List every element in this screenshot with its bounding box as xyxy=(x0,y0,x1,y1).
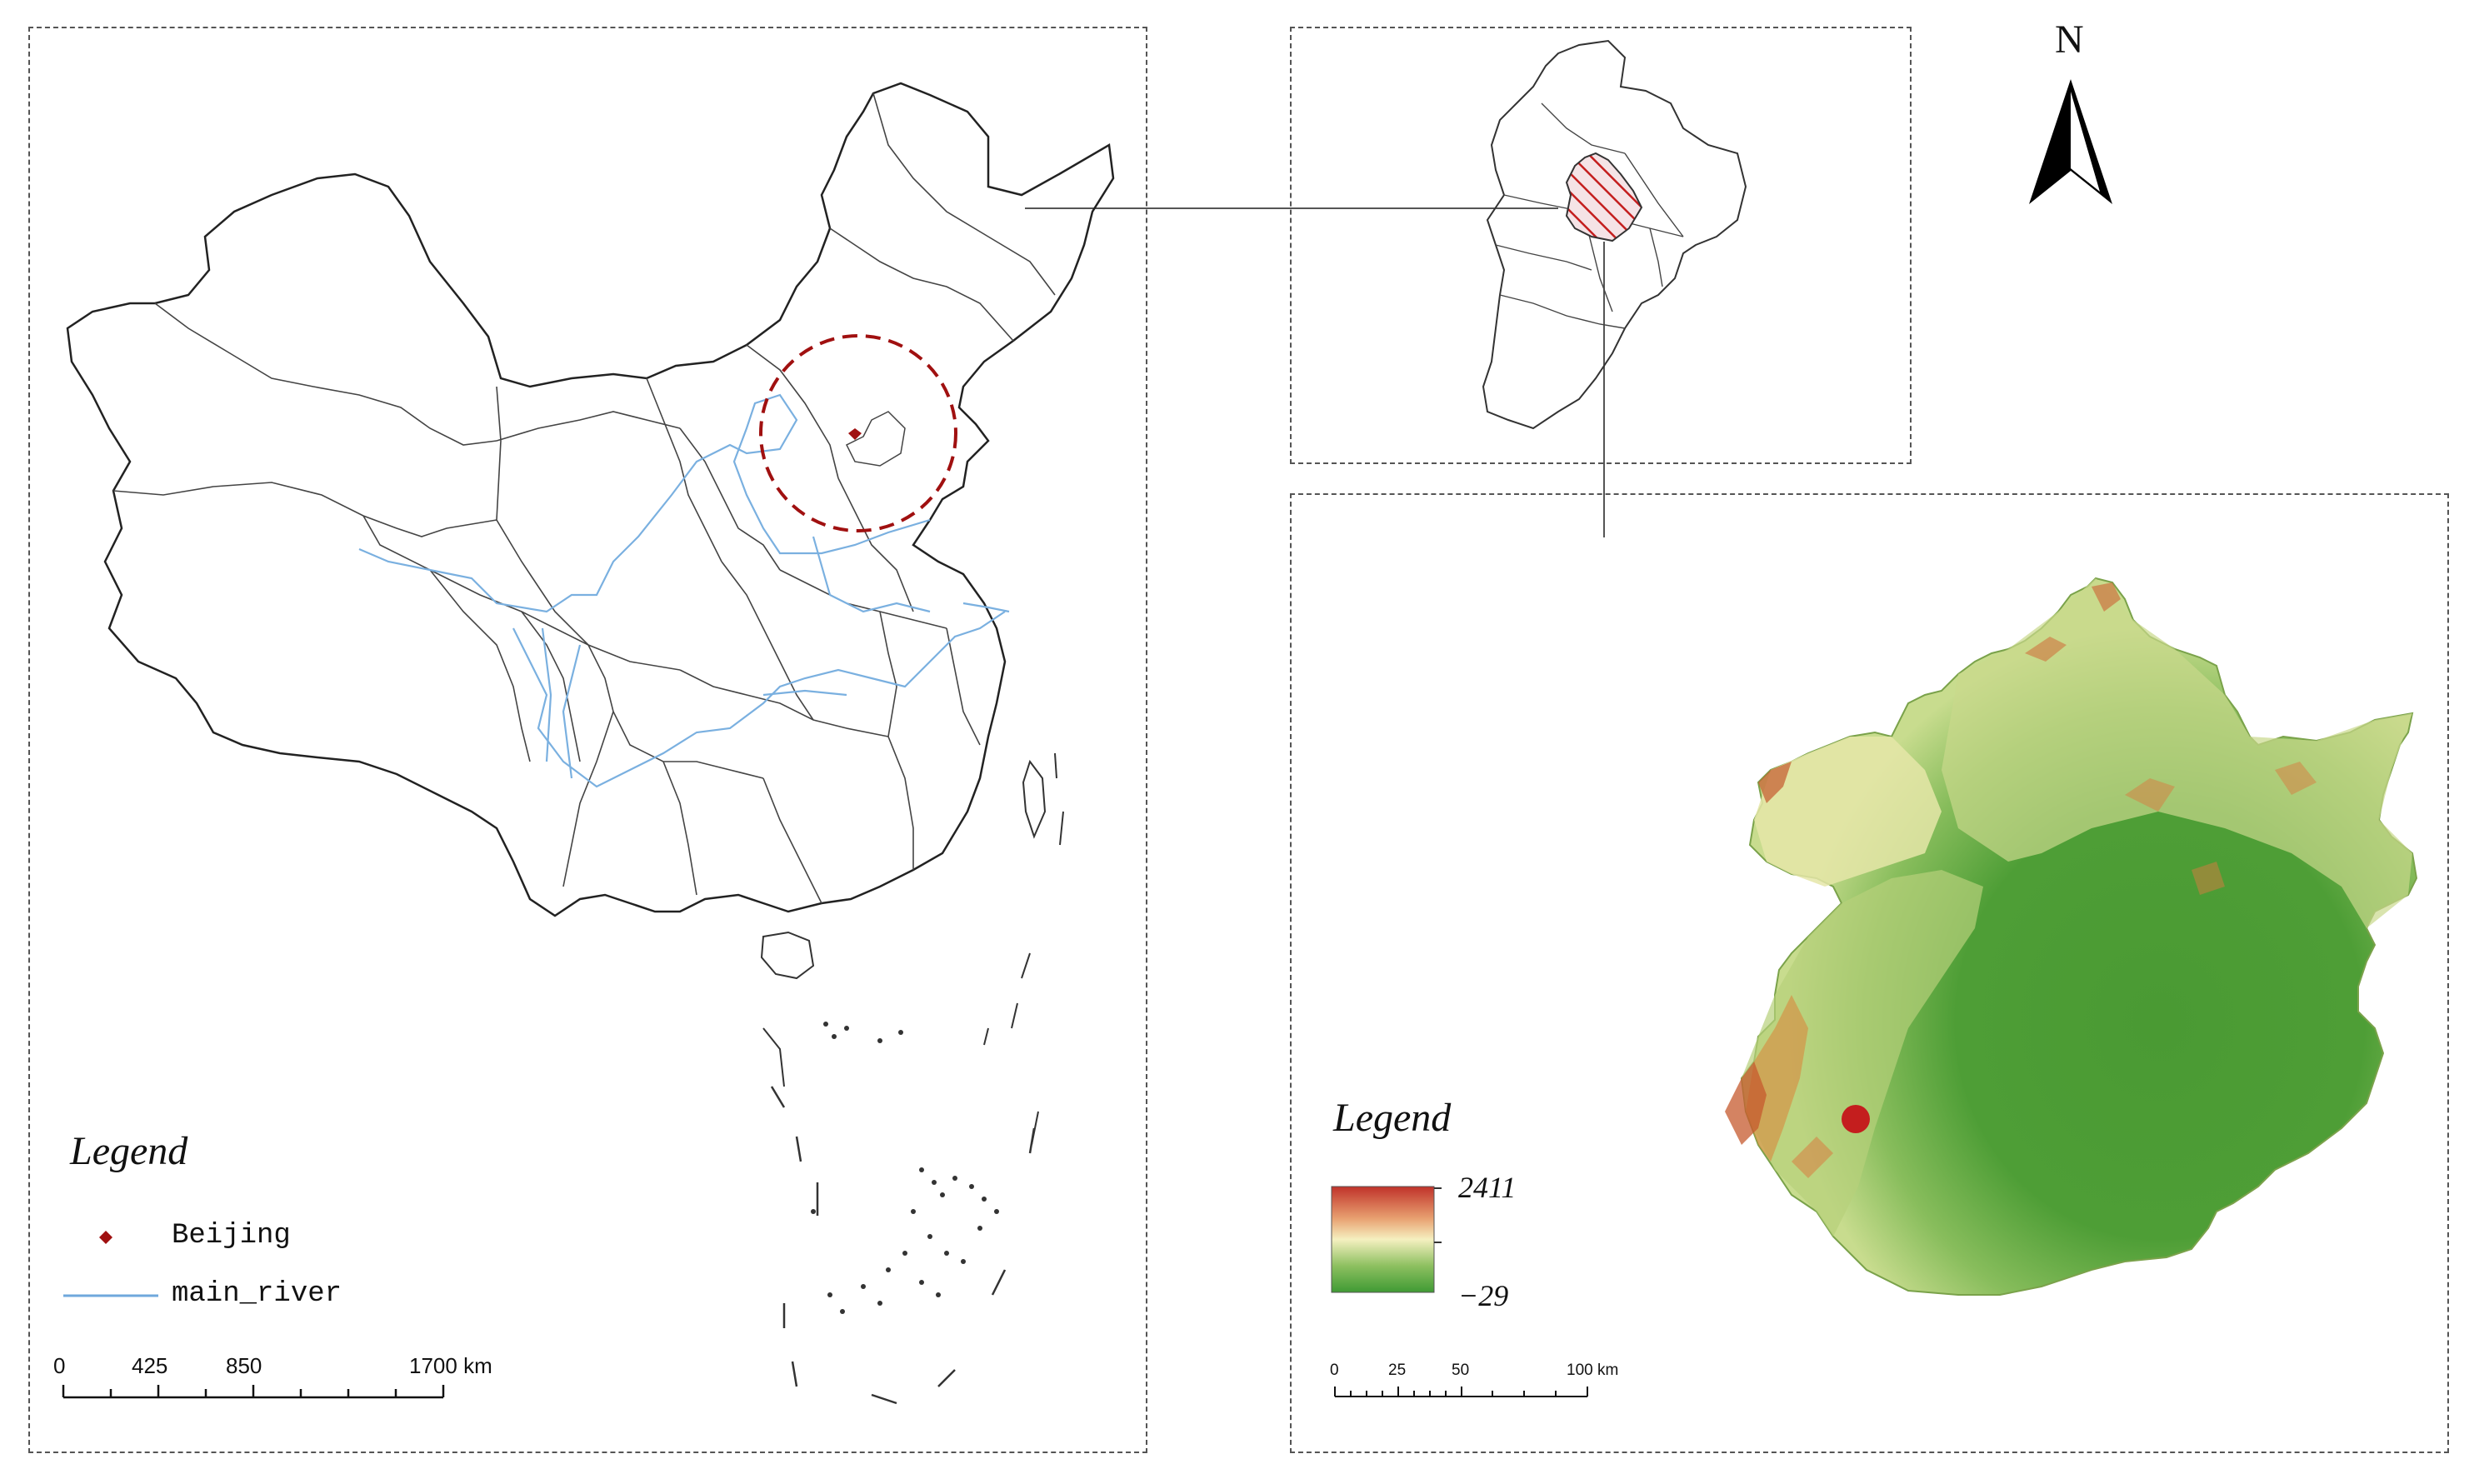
jjj-region-outline xyxy=(845,411,906,467)
north-label: N xyxy=(2055,17,2084,62)
beijing-scale-tick-50: 50 xyxy=(1452,1362,1470,1379)
yellow-river xyxy=(358,393,931,613)
china-scale-tick-1700: 1700 km xyxy=(409,1353,492,1378)
study-site-marker xyxy=(1842,1105,1870,1133)
china-scale-tick-850: 850 xyxy=(226,1353,262,1378)
jjj-region-panel xyxy=(1290,27,1912,464)
china-scale-tick-425: 425 xyxy=(132,1353,168,1378)
beijing-elevation-map xyxy=(1331,577,2418,1397)
yangtze-river xyxy=(512,611,1006,788)
china-scale-tick-0: 0 xyxy=(53,1353,66,1378)
province-boundaries xyxy=(112,92,1056,904)
beijing-legend-title: Legend xyxy=(1333,1096,1452,1140)
beijing-point-marker xyxy=(848,428,862,440)
north-arrow-icon xyxy=(2029,79,2112,204)
beijing-region-highlight-circle xyxy=(759,334,957,532)
jjj-region-outline xyxy=(1482,39,1747,430)
beijing-scale-tick-0: 0 xyxy=(1330,1362,1339,1379)
beijing-hatched-area xyxy=(1565,152,1643,242)
beijing-scale-tick-100: 100 km xyxy=(1567,1362,1619,1379)
china-map xyxy=(62,82,1115,1405)
beijing-elevation-panel: Legend 2411 −29 0 25 50 100 km xyxy=(1290,493,2449,1453)
china-scale-bar xyxy=(62,1385,445,1399)
legend-beijing-symbol xyxy=(99,1231,112,1244)
beijing-scale-bar xyxy=(1334,1387,1588,1397)
islands xyxy=(760,752,1064,1146)
nine-dash-line xyxy=(770,1086,1036,1405)
elevation-min-label: −29 xyxy=(1458,1279,1509,1312)
china-legend-title: Legend xyxy=(70,1129,188,1173)
elevation-color-ramp xyxy=(1331,1186,1435,1293)
highland-zones xyxy=(1725,578,2412,1237)
legend-river-label: main_river xyxy=(172,1278,342,1310)
beijing-scale-tick-25: 25 xyxy=(1388,1362,1407,1379)
china-boundary xyxy=(66,82,1115,917)
main-rivers xyxy=(358,393,1010,788)
china-map-panel: Legend Beijing main_river 0 425 850 1700… xyxy=(28,27,1147,1453)
scattered-islets xyxy=(811,1022,999,1314)
elevation-max-label: 2411 xyxy=(1458,1171,1517,1204)
legend-beijing-label: Beijing xyxy=(172,1220,291,1252)
jjj-region-map xyxy=(1482,39,1747,430)
